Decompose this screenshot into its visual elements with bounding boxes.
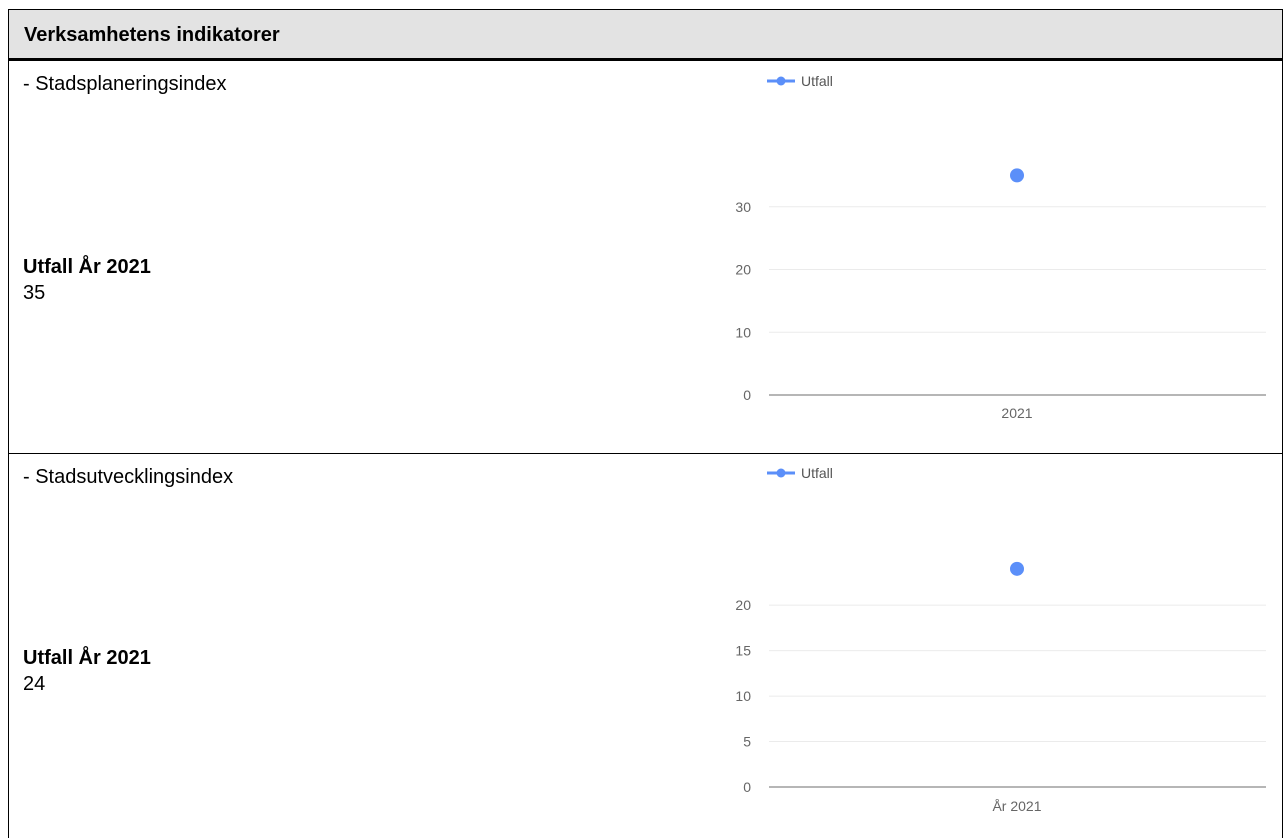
y-tick-label: 15: [735, 643, 751, 659]
legend-marker: [776, 76, 786, 86]
y-tick-label: 20: [735, 597, 751, 613]
data-point: [1010, 168, 1024, 183]
y-tick-label: 0: [743, 779, 751, 795]
indicator-name: - Stadsplaneringsindex: [23, 73, 227, 95]
indicator-name: - Stadsutvecklingsindex: [23, 466, 234, 488]
section-title: Verksamhetens indikatorer: [24, 24, 280, 46]
x-tick-label: År 2021: [992, 798, 1041, 814]
indicator-row: - Stadsutvecklingsindex Utfall År 2021 2…: [8, 454, 1283, 838]
y-tick-label: 5: [743, 734, 751, 750]
result-label: Utfall År 2021: [23, 256, 151, 278]
legend-marker: [776, 468, 786, 478]
indicator-chart: Utfall 0 10 20 30 2021: [735, 73, 1266, 421]
section-header: Verksamhetens indikatorer: [8, 9, 1283, 61]
result-value: 35: [23, 282, 46, 304]
indicator-row: - Stadsplaneringsindex Utfall År 2021 35…: [8, 61, 1283, 454]
legend-label: Utfall: [801, 465, 833, 481]
y-tick-label: 10: [735, 324, 751, 340]
result-value: 24: [23, 673, 46, 695]
y-tick-label: 10: [735, 688, 751, 704]
y-tick-label: 0: [743, 387, 751, 403]
y-tick-label: 30: [735, 199, 751, 215]
indicator-chart: Utfall 0 5 10 15 20 År 2021: [735, 465, 1266, 814]
result-label: Utfall År 2021: [23, 647, 151, 669]
y-tick-label: 20: [735, 262, 751, 278]
x-tick-label: 2021: [1001, 405, 1032, 421]
legend-label: Utfall: [801, 73, 833, 89]
data-point: [1010, 561, 1024, 576]
